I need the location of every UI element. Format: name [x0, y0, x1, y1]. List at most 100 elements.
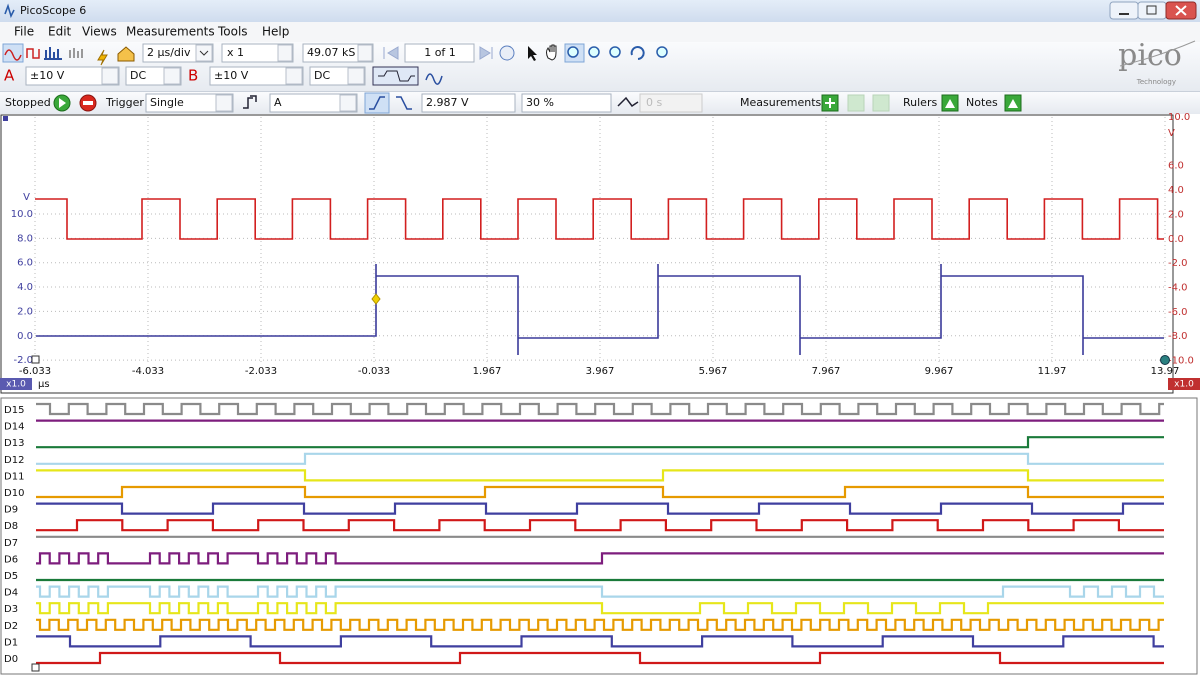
title-bar [0, 0, 1200, 22]
samples-text: 49.07 kS [307, 46, 355, 59]
trigger-label: Trigger [105, 96, 144, 109]
logo-text: pico [1118, 38, 1182, 73]
minimize-button[interactable] [1110, 2, 1138, 19]
buffer-navigator-button[interactable] [500, 46, 514, 60]
digital-channel-label: D12 [4, 455, 24, 466]
x-tick-label: 11.97 [1038, 366, 1067, 377]
digital-channel-label: D3 [4, 604, 18, 615]
zoom-out-button[interactable] [610, 47, 620, 57]
dropdown-arrow [348, 68, 364, 84]
stop-icon [83, 101, 93, 105]
dropdown-arrow [340, 95, 356, 111]
x-tick-label: 5.967 [699, 366, 728, 377]
channel-b-range-text: ±10 V [214, 69, 249, 82]
digital-channel-label: D1 [4, 637, 18, 648]
delay-text: 0 s [646, 96, 662, 109]
right-tick-label: -10.0 [1168, 356, 1194, 367]
digital-channel-label: D9 [4, 505, 18, 516]
logo-tagline: Technology [1136, 78, 1176, 86]
x-tick-label: -6.033 [19, 366, 51, 377]
channel-marker [3, 116, 8, 121]
digital-channel-label: D4 [4, 588, 18, 599]
channel-a-label: A [4, 67, 15, 85]
x-tick-label: 1.967 [473, 366, 502, 377]
capture-status: Stopped [5, 96, 51, 109]
remove-measurement-button [848, 95, 864, 111]
digital-channel-label: D10 [4, 488, 24, 499]
menu-item[interactable]: Help [262, 25, 289, 39]
timebase-text: 2 µs/div [147, 46, 191, 59]
x-tick-label: 13.97 [1151, 366, 1180, 377]
dropdown-arrow [286, 68, 302, 84]
right-tick-label: -4.0 [1168, 282, 1188, 293]
right-tick-label: -2.0 [1168, 258, 1188, 269]
x-tick-label: -0.033 [358, 366, 390, 377]
left-tick-label: 6.0 [17, 258, 33, 269]
x-tick-label: -2.033 [245, 366, 277, 377]
channel-a-range-text: ±10 V [30, 69, 65, 82]
left-tick-label: 2.0 [17, 306, 33, 317]
measurements-label: Measurements [740, 96, 822, 109]
edit-measurement-button [873, 95, 889, 111]
x-tick-label: 3.967 [586, 366, 615, 377]
samples-spinner[interactable] [358, 45, 372, 61]
menu-item[interactable]: File [14, 25, 34, 39]
dropdown-arrow [102, 68, 118, 84]
zoom-in-icon [568, 47, 578, 57]
trigger-source-text: A [274, 96, 282, 109]
left-tick-label: 8.0 [17, 233, 33, 244]
restore-button[interactable] [1138, 2, 1166, 19]
left-tick-label: -2.0 [13, 355, 33, 366]
right-tick-label: -8.0 [1168, 331, 1188, 342]
zoom-fit-button[interactable] [657, 47, 667, 57]
channel-b-coupling-text: DC [314, 69, 330, 82]
x-tick-label: -4.033 [132, 366, 164, 377]
right-tick-label: -6.0 [1168, 307, 1188, 318]
zoom-badge-left-text: x1.0 [6, 380, 26, 390]
window-controls [1110, 2, 1196, 19]
digital-channel-label: D7 [4, 538, 18, 549]
left-tick-label: 0.0 [17, 331, 33, 342]
menu-item[interactable]: Measurements [126, 25, 215, 39]
right-tick-label: 0.0 [1168, 234, 1184, 245]
x-tick-label: 9.967 [925, 366, 954, 377]
menu-item[interactable]: Tools [217, 25, 248, 39]
x-tick-label: 7.967 [812, 366, 841, 377]
digital-channel-label: D11 [4, 471, 24, 482]
digital-channel-label: D13 [4, 438, 24, 449]
right-tick-label: 4.0 [1168, 185, 1184, 196]
trigger-threshold-text: 2.987 V [426, 96, 469, 109]
digital-channel-label: D5 [4, 571, 18, 582]
channel-b-label: B [188, 67, 198, 85]
rulers-label: Rulers [903, 96, 937, 109]
dropdown-arrow [216, 95, 232, 111]
trigger-mode-text: Single [150, 96, 184, 109]
ruler-handle[interactable] [1161, 356, 1170, 365]
channel-a-coupling-text: DC [130, 69, 146, 82]
digital-channel-label: D2 [4, 621, 18, 632]
page-text: 1 of 1 [424, 46, 456, 59]
digital-channel-label: D6 [4, 554, 18, 565]
zoom-text: x 1 [227, 46, 244, 59]
right-tick-label: 10.0 [1168, 112, 1190, 123]
ruler-handle[interactable] [32, 356, 39, 363]
notes-label: Notes [966, 96, 998, 109]
zoom-badge-right-text: x1.0 [1174, 380, 1194, 390]
dropdown-arrow [164, 68, 180, 84]
zoom-spinner[interactable] [278, 45, 292, 61]
zoom-in-button[interactable] [589, 47, 599, 57]
menu-item[interactable]: Edit [48, 25, 72, 39]
digital-channel-label: D14 [4, 422, 24, 433]
left-axis-unit: V [23, 192, 30, 203]
pre-trigger-text: 30 % [526, 96, 554, 109]
left-tick-label: 4.0 [17, 282, 33, 293]
digital-channel-label: D0 [4, 654, 18, 665]
x-axis-unit: µs [38, 379, 50, 390]
digital-channel-label: D8 [4, 521, 18, 532]
window-title: PicoScope 6 [20, 4, 86, 17]
ruler-handle[interactable] [32, 664, 39, 671]
left-tick-label: 10.0 [11, 209, 33, 220]
menu-item[interactable]: Views [82, 25, 117, 39]
digital-channel-label: D15 [4, 405, 24, 416]
